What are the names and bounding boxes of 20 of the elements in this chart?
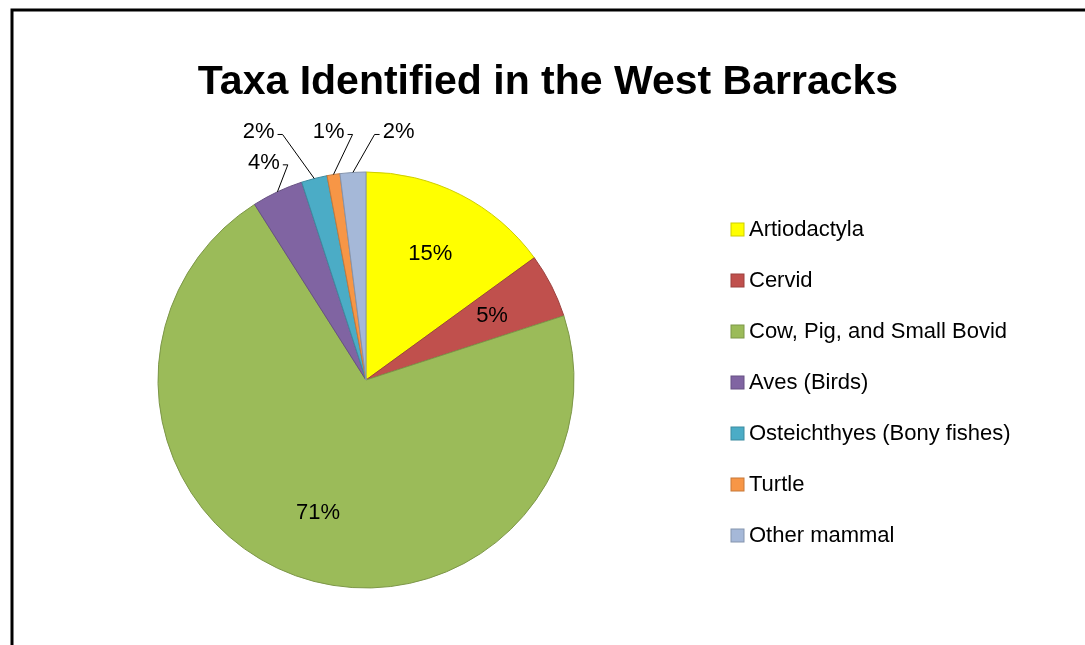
chart-title: Taxa Identified in the West Barracks — [197, 57, 899, 103]
pie-slice — [157, 203, 575, 589]
data-label: 1% — [312, 118, 345, 144]
data-label: 2% — [242, 118, 275, 144]
data-label: 71% — [296, 498, 341, 524]
legend-label: Aves (Birds) — [749, 368, 869, 394]
data-label: 2% — [382, 118, 415, 144]
data-label: 4% — [247, 148, 280, 174]
legend-label: Cervid — [749, 266, 813, 292]
pie-slice — [301, 175, 367, 381]
data-label: 15% — [408, 239, 453, 265]
legend-label: Cow, Pig, and Small Bovid — [749, 317, 1008, 343]
legend-label: Artiodactyla — [749, 215, 865, 241]
legend-label: Other mammal — [749, 521, 895, 547]
pie-slice — [365, 171, 535, 381]
pie-slice — [254, 181, 367, 381]
pie-slice — [339, 171, 367, 381]
legend-label: Osteichthyes (Bony fishes) — [749, 419, 1011, 445]
data-label: 5% — [476, 301, 508, 327]
legend-label: Turtle — [749, 470, 805, 496]
